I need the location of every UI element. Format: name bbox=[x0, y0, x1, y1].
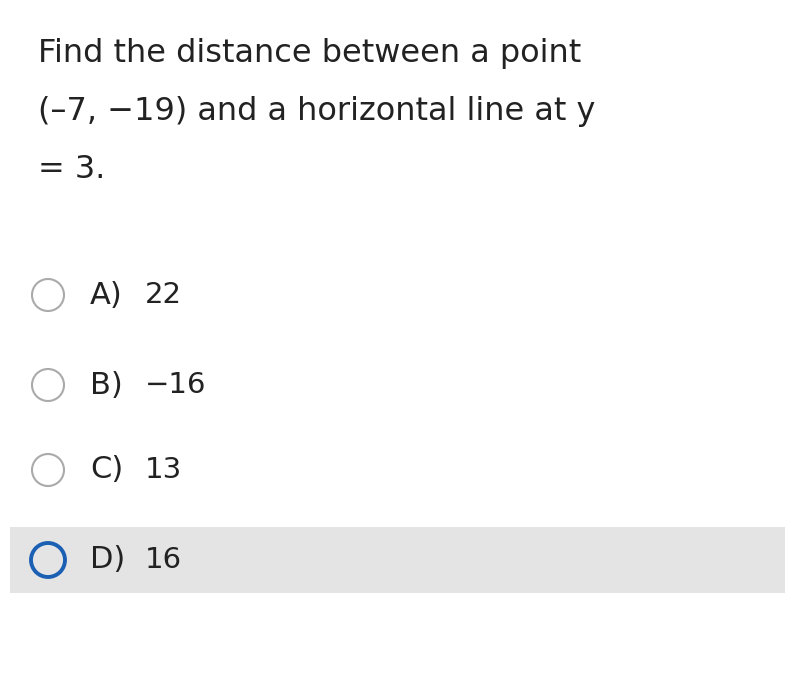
Text: −16: −16 bbox=[145, 371, 206, 399]
FancyBboxPatch shape bbox=[10, 527, 785, 593]
Text: C): C) bbox=[90, 456, 123, 485]
Text: D): D) bbox=[90, 545, 126, 574]
Text: B): B) bbox=[90, 371, 122, 400]
Text: Find the distance between a point: Find the distance between a point bbox=[38, 38, 582, 69]
Text: 13: 13 bbox=[145, 456, 182, 484]
Text: 16: 16 bbox=[145, 546, 182, 574]
Text: = 3.: = 3. bbox=[38, 154, 106, 185]
Text: A): A) bbox=[90, 281, 122, 310]
Text: 22: 22 bbox=[145, 281, 182, 309]
Text: (–7, −19) and a horizontal line at y: (–7, −19) and a horizontal line at y bbox=[38, 96, 595, 127]
